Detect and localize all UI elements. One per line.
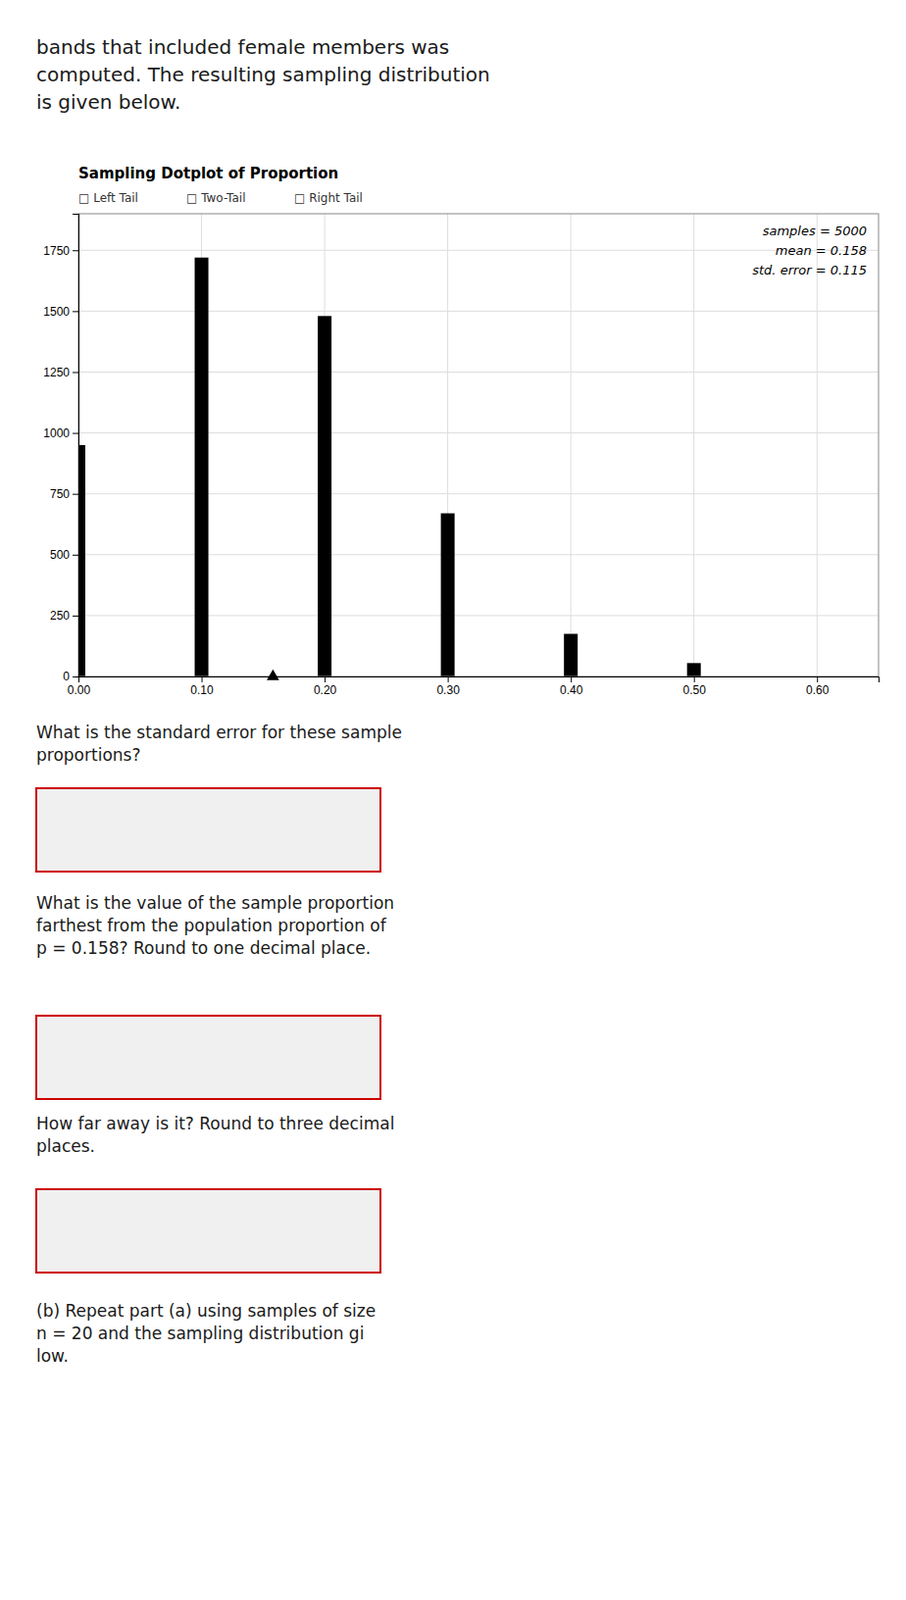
answer-box[interactable] bbox=[36, 788, 381, 872]
question-text: How far away is it? Round to three decim… bbox=[36, 1113, 395, 1134]
y-tick: 250 bbox=[50, 608, 79, 623]
y-tick-label: 500 bbox=[50, 548, 70, 562]
y-tick: 500 bbox=[50, 548, 79, 562]
bar bbox=[78, 445, 86, 677]
y-tick-mark bbox=[72, 494, 79, 496]
x-tick-mark bbox=[448, 676, 450, 683]
answer-box[interactable] bbox=[36, 1015, 381, 1100]
y-tick-label: 1000 bbox=[43, 426, 70, 441]
bar bbox=[563, 634, 578, 677]
x-tick: 0.40 bbox=[559, 676, 584, 698]
grid-line-y bbox=[78, 250, 879, 252]
intro-text: is given below. bbox=[36, 90, 181, 114]
plot-frame bbox=[78, 213, 879, 677]
intro-text: bands that included female members was bbox=[36, 35, 450, 59]
x-tick-label: 0.40 bbox=[559, 683, 584, 698]
stats-text: mean = 0.158 bbox=[775, 243, 867, 258]
bar bbox=[687, 662, 702, 677]
x-tick-mark bbox=[201, 676, 203, 683]
x-tick: 0.00 bbox=[67, 676, 92, 698]
x-axis-line bbox=[79, 677, 880, 684]
x-tick-mark bbox=[694, 676, 696, 683]
y-tick-label: 1250 bbox=[43, 365, 70, 380]
tail-option[interactable]: □ Left Tail bbox=[78, 191, 139, 205]
y-tick: 1000 bbox=[43, 426, 79, 441]
tail-option[interactable]: □ Right Tail bbox=[294, 191, 363, 205]
question-text: low. bbox=[36, 1346, 69, 1366]
x-tick-label: 0.60 bbox=[805, 683, 830, 698]
y-tick-mark bbox=[72, 676, 79, 678]
grid-line-x bbox=[816, 213, 818, 677]
x-tick-label: 0.00 bbox=[67, 683, 92, 698]
x-axis: 0.00 0.10 0.20 0.30 0.40 0.50 0.60 bbox=[67, 676, 880, 698]
x-tick: 0.30 bbox=[436, 676, 460, 698]
question-text: proportions? bbox=[36, 745, 141, 765]
y-tick-mark bbox=[72, 310, 79, 312]
x-tick-label: 0.30 bbox=[436, 683, 460, 698]
bars bbox=[78, 257, 702, 677]
bar bbox=[441, 513, 455, 677]
x-tick: 0.20 bbox=[313, 676, 338, 698]
y-tick: 1750 bbox=[43, 244, 79, 258]
grid bbox=[78, 213, 879, 677]
question-text: farthest from the population proportion … bbox=[36, 915, 388, 936]
x-tick: 0.50 bbox=[683, 676, 707, 698]
y-tick: 0 bbox=[62, 669, 79, 684]
intro-text: computed. The resulting sampling distrib… bbox=[36, 62, 491, 87]
y-axis-line bbox=[72, 214, 80, 678]
y-tick-mark bbox=[72, 615, 79, 617]
x-tick-mark bbox=[570, 676, 572, 683]
x-tick-mark bbox=[324, 676, 326, 683]
y-tick-label: 750 bbox=[50, 487, 70, 502]
stats-text: std. error = 0.115 bbox=[752, 262, 867, 278]
y-tick-label: 1500 bbox=[43, 304, 70, 319]
page: bands that included female members was co… bbox=[0, 0, 906, 1600]
x-tick-mark bbox=[816, 676, 818, 683]
question-text: n = 20 and the sampling distribution gi⁠ bbox=[36, 1323, 364, 1344]
marker bbox=[266, 669, 280, 681]
y-tick-mark bbox=[72, 554, 79, 556]
y-axis: 0 250 500 750 1000 1250 1500 1750 bbox=[43, 214, 79, 685]
question-text: What is the standard error for these sam… bbox=[36, 722, 403, 743]
x-tick: 0.60 bbox=[805, 676, 830, 698]
y-tick: 1500 bbox=[43, 304, 79, 319]
tail-option[interactable]: □ Two-Tail bbox=[186, 191, 246, 205]
y-tick-mark bbox=[72, 250, 79, 252]
x-tick: 0.10 bbox=[190, 676, 214, 698]
y-tick: 750 bbox=[50, 487, 79, 502]
answer-box[interactable] bbox=[36, 1189, 381, 1273]
y-tick: 1250 bbox=[43, 365, 79, 380]
question-text: places. bbox=[36, 1136, 96, 1157]
x-tick-label: 0.10 bbox=[190, 683, 214, 698]
question-text: (b) Repeat part (a) using samples of siz… bbox=[36, 1301, 376, 1321]
grid-line-x bbox=[570, 213, 572, 677]
y-tick-mark bbox=[72, 433, 79, 435]
question-text: What is the value of the sample proporti… bbox=[36, 893, 395, 913]
bar bbox=[317, 315, 332, 677]
question-text: p = 0.158? Round to one decimal place. bbox=[36, 938, 371, 958]
y-tick-label: 0 bbox=[62, 669, 70, 684]
y-tick-mark bbox=[72, 371, 79, 373]
y-tick-label: 1750 bbox=[43, 244, 70, 258]
stats-text: samples = 5000 bbox=[762, 223, 867, 239]
x-tick-label: 0.50 bbox=[683, 683, 707, 698]
bar bbox=[195, 257, 209, 677]
x-tick-label: 0.20 bbox=[313, 683, 338, 698]
chart-title: Sampling Dotplot of Proportion bbox=[78, 164, 339, 183]
grid-line-x bbox=[693, 213, 695, 677]
y-tick-label: 250 bbox=[50, 608, 70, 623]
